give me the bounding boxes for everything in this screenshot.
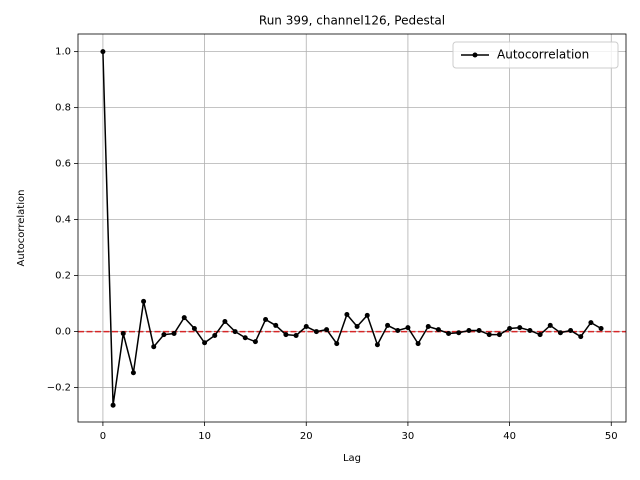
x-tick-label: 0 — [100, 431, 106, 442]
chart-title: Run 399, channel126, Pedestal — [259, 14, 445, 28]
y-axis-label: Autocorrelation — [16, 190, 27, 267]
y-tick-label: 0.6 — [55, 159, 71, 170]
data-point — [405, 325, 411, 331]
data-point — [161, 332, 167, 338]
x-tick-label: 10 — [198, 431, 211, 442]
data-point — [364, 312, 370, 318]
y-tick-label: 1.0 — [55, 47, 71, 58]
data-point — [100, 49, 106, 55]
data-point — [141, 298, 147, 304]
data-point — [547, 322, 553, 328]
data-point — [385, 322, 391, 328]
data-point — [303, 324, 309, 330]
data-point — [568, 327, 574, 333]
axes-frame — [77, 33, 627, 423]
data-point — [395, 327, 401, 333]
data-point — [374, 342, 380, 348]
data-point — [486, 332, 492, 338]
data-point — [181, 315, 187, 321]
data-point — [507, 325, 513, 331]
data-point — [222, 319, 228, 325]
data-point — [232, 329, 238, 335]
data-point — [537, 332, 543, 338]
data-point — [313, 329, 319, 335]
data-point — [578, 334, 584, 340]
data-point — [110, 402, 116, 408]
data-point — [202, 340, 208, 346]
data-point — [151, 344, 157, 350]
y-tick-label: 0.4 — [55, 215, 71, 226]
data-point — [344, 312, 350, 318]
data-point — [273, 322, 279, 328]
y-tick-label: 0.0 — [55, 327, 71, 338]
data-point — [527, 327, 533, 333]
data-point — [354, 324, 360, 330]
data-point — [171, 331, 177, 337]
data-point — [283, 332, 289, 338]
data-point — [517, 325, 523, 331]
data-point — [212, 332, 218, 338]
legend-label: Autocorrelation — [497, 48, 589, 62]
x-tick-label: 20 — [300, 431, 313, 442]
data-point — [252, 339, 258, 345]
legend-box — [452, 41, 619, 69]
data-point — [334, 341, 340, 347]
data-point — [456, 330, 462, 336]
data-point — [263, 317, 269, 323]
data-point — [415, 341, 421, 347]
data-point — [588, 320, 594, 326]
data-point — [130, 370, 136, 376]
data-point — [598, 325, 604, 331]
data-point — [120, 331, 126, 337]
data-point — [435, 327, 441, 333]
data-point — [496, 332, 502, 338]
data-point — [476, 327, 482, 333]
x-axis-label: Lag — [343, 453, 361, 464]
x-tick-label: 30 — [402, 431, 415, 442]
x-tick-label: 40 — [503, 431, 516, 442]
data-point — [425, 324, 431, 330]
data-point — [324, 327, 330, 333]
x-tick-label: 50 — [605, 431, 618, 442]
y-tick-label: 0.8 — [55, 103, 71, 114]
data-point — [466, 327, 472, 333]
data-point — [446, 331, 452, 337]
data-point — [191, 325, 197, 331]
legend-marker — [472, 52, 478, 58]
data-point — [557, 330, 563, 336]
data-point — [242, 335, 248, 341]
data-point — [293, 332, 299, 338]
y-tick-label: −0.2 — [47, 383, 71, 394]
y-tick-label: 0.2 — [55, 271, 71, 282]
